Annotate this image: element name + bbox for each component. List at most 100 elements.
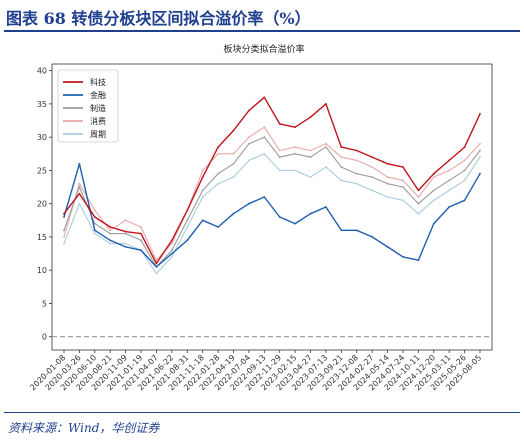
legend-label: 周期 (90, 130, 106, 139)
data-point (294, 152, 296, 155)
data-point (232, 212, 235, 215)
data-point (155, 272, 158, 275)
data-point (201, 219, 204, 222)
data-point (417, 212, 420, 215)
data-point (309, 116, 312, 119)
data-point (93, 222, 96, 225)
y-tick-label: 25 (37, 166, 47, 175)
data-point (155, 262, 158, 265)
data-point (63, 216, 65, 218)
data-point (340, 166, 343, 169)
series-line-3 (63, 136, 481, 268)
series-line-2 (63, 163, 481, 268)
data-point (263, 136, 266, 139)
y-axis: 0 5 10 15 20 25 30 35 40 (37, 67, 52, 342)
data-point (217, 182, 220, 185)
data-point (232, 129, 235, 132)
data-point (325, 103, 327, 105)
data-point (63, 242, 65, 245)
title-divider (4, 30, 520, 32)
data-point (140, 226, 142, 228)
data-point (63, 236, 65, 238)
data-point (448, 206, 451, 208)
data-point (402, 199, 404, 202)
data-point (432, 222, 435, 225)
data-point (232, 152, 235, 155)
data-point (109, 232, 112, 235)
plot-frame (51, 63, 493, 351)
data-point (186, 209, 189, 212)
data-point (325, 146, 327, 148)
data-point (124, 246, 127, 248)
data-point (479, 156, 481, 158)
data-point (479, 172, 481, 175)
data-point (109, 239, 112, 242)
data-point (217, 146, 220, 148)
data-point (263, 152, 266, 155)
x-axis: 2020-01-082020-03-262020-06-102020-08-21… (28, 350, 483, 392)
legend-label: 金融 (90, 90, 106, 100)
data-point (109, 242, 112, 245)
data-point (232, 162, 235, 165)
data-point (109, 229, 112, 232)
series-line-5 (63, 153, 481, 275)
data-point (171, 239, 173, 242)
data-point (371, 176, 373, 179)
data-point (124, 230, 127, 233)
data-point (463, 159, 466, 162)
data-point (93, 229, 96, 232)
data-point (201, 196, 204, 198)
data-point (325, 166, 327, 169)
data-point (109, 226, 112, 228)
data-point (78, 202, 81, 205)
data-point (402, 179, 404, 182)
data-point (432, 172, 435, 175)
data-point (140, 249, 142, 252)
data-point (402, 256, 404, 258)
data-point (63, 229, 65, 232)
y-tick-label: 0 (42, 333, 47, 342)
data-point (124, 219, 127, 222)
data-point (155, 259, 158, 262)
data-point (340, 229, 343, 232)
data-point (309, 176, 312, 179)
data-point (463, 179, 466, 182)
y-tick-label: 15 (37, 233, 47, 242)
data-point (355, 172, 358, 175)
data-point (263, 126, 266, 129)
data-point (278, 156, 281, 158)
figure-title: 图表 68 转债分板块区间拟合溢价率（%） (6, 9, 311, 28)
data-point (248, 159, 250, 162)
data-point (294, 126, 296, 129)
y-tick-label: 35 (37, 100, 47, 109)
data-point (248, 202, 250, 205)
data-point (386, 162, 389, 165)
data-point (417, 196, 420, 198)
y-tick-label: 10 (37, 266, 47, 275)
chart: 板块分类拟合溢价率 0 5 10 15 20 25 30 35 40 2020-01-08202… (28, 43, 493, 392)
series-line-1 (63, 96, 481, 265)
data-point (355, 149, 358, 152)
data-point (386, 246, 389, 248)
data-point (124, 242, 127, 245)
data-point (479, 149, 481, 152)
legend-label: 科技 (90, 77, 106, 87)
data-point (448, 169, 451, 172)
data-point (93, 232, 96, 235)
data-point (355, 159, 358, 162)
data-point (479, 113, 481, 115)
data-point (309, 149, 312, 152)
data-point (325, 142, 327, 145)
data-point (140, 239, 142, 242)
data-point (355, 182, 358, 185)
data-point (463, 146, 466, 148)
data-point (78, 186, 81, 188)
data-point (340, 146, 343, 148)
data-point (448, 189, 451, 192)
data-point (124, 232, 127, 235)
data-point (93, 209, 96, 212)
data-point (340, 179, 343, 182)
data-point (371, 166, 373, 169)
data-point (417, 259, 420, 262)
